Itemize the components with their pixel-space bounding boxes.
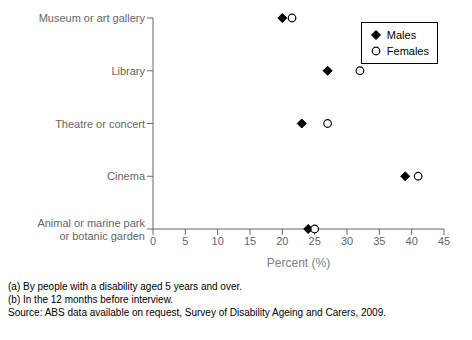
svg-text:10: 10 xyxy=(212,235,224,247)
svg-text:25: 25 xyxy=(309,235,321,247)
svg-text:Percent (%): Percent (%) xyxy=(267,256,330,270)
svg-text:5: 5 xyxy=(182,235,188,247)
html-text:Females: Females xyxy=(386,45,429,57)
svg-text:35: 35 xyxy=(373,235,385,247)
html-text:Males: Males xyxy=(386,29,417,41)
svg-text:Animal or marine parkor botani: Animal or marine parkor botanic garden xyxy=(37,217,145,242)
svg-text:Museum or art gallery: Museum or art gallery xyxy=(39,12,146,24)
svg-text:45: 45 xyxy=(438,235,450,247)
svg-text:Library: Library xyxy=(111,65,145,77)
svg-text:0: 0 xyxy=(150,235,156,247)
svg-text:Cinema: Cinema xyxy=(107,170,146,182)
svg-text:40: 40 xyxy=(406,235,418,247)
html-text:(a) By people with a disabilit: (a) By people with a disability aged 5 y… xyxy=(8,281,242,292)
svg-text:20: 20 xyxy=(276,235,288,247)
html-text:(b) In the 12 months before in: (b) In the 12 months before interview. xyxy=(8,294,174,305)
svg-text:15: 15 xyxy=(244,235,256,247)
html-text:Source: ABS data available on: Source: ABS data available on request, S… xyxy=(8,307,386,318)
svg-text:Theatre or concert: Theatre or concert xyxy=(55,118,145,130)
svg-text:30: 30 xyxy=(341,235,353,247)
